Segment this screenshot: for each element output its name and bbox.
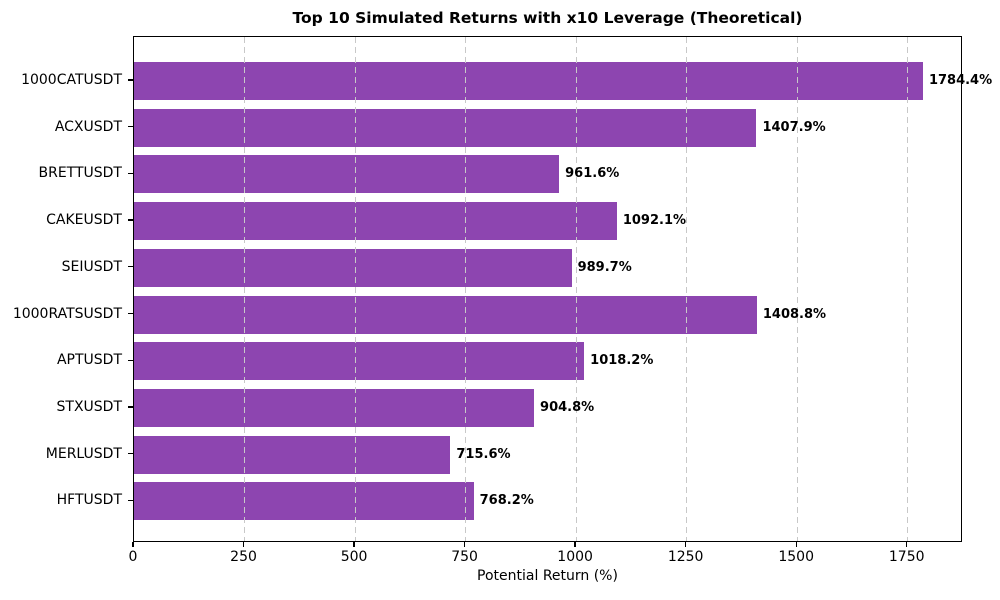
y-tick-label-cakeusdt: CAKEUSDT bbox=[46, 212, 122, 229]
gridline-750 bbox=[465, 37, 467, 541]
x-tick-mark bbox=[463, 542, 466, 547]
x-tick-mark bbox=[906, 542, 908, 547]
y-tick-label-1000catusdt: 1000CATUSDT bbox=[21, 72, 122, 88]
x-tick-label-1250: 1250 bbox=[667, 549, 704, 565]
bar-value-label: 904.8% bbox=[540, 399, 595, 415]
bar-stxusdt bbox=[134, 388, 535, 427]
y-axis: 1000CATUSDT ACXUSDT BRETTUSDT CAKEUSDT SEIUS… bbox=[0, 36, 133, 542]
y-tick-mark bbox=[128, 266, 133, 268]
bar-merlusdt bbox=[134, 435, 451, 474]
y-tick-label-seiusdt: SEIUSDT bbox=[61, 258, 122, 275]
y-tick-mark bbox=[128, 452, 133, 455]
x-tick-label-250: 250 bbox=[230, 549, 257, 565]
y-tick-mark bbox=[128, 359, 133, 361]
x-tick-label-500: 500 bbox=[340, 549, 368, 565]
gridline-1750 bbox=[907, 37, 909, 541]
bar-value-label: 989.7% bbox=[577, 259, 632, 275]
y-tick-mark bbox=[128, 406, 133, 408]
x-tick-mark bbox=[132, 542, 134, 547]
x-tick-mark bbox=[353, 542, 355, 547]
bar-seiusdt bbox=[134, 248, 572, 287]
bar-1000catusdt bbox=[134, 62, 923, 100]
y-tick-label-stxusdt: STXUSDT bbox=[56, 398, 123, 415]
x-tick-label-1750: 1750 bbox=[888, 549, 925, 565]
bar-value-label: 1092.1% bbox=[622, 213, 687, 229]
y-tick-mark bbox=[128, 126, 133, 128]
y-tick-mark bbox=[128, 219, 133, 221]
y-tick-label-hftusdt: HFTUSDT bbox=[56, 492, 122, 509]
bar-acxusdt bbox=[134, 108, 757, 147]
bar-cakeusdt bbox=[134, 202, 617, 241]
plot-area: 1784.4% 1407.9% 961.6% 1092.1% 989.7% 1408.8%… bbox=[133, 36, 992, 542]
gridline-1500 bbox=[796, 37, 798, 541]
x-tick-mark bbox=[685, 542, 687, 547]
x-axis-label: Potential Return (%) bbox=[477, 568, 618, 584]
gridline-250 bbox=[244, 37, 246, 541]
bar-1000ratsusdt bbox=[134, 295, 757, 334]
y-tick-label-brettusdt: BRETTUSDT bbox=[38, 165, 122, 182]
y-tick-label-merlusdt: MERLUSDT bbox=[45, 445, 122, 462]
bar-value-label: 1407.9% bbox=[762, 119, 826, 135]
y-tick-mark bbox=[128, 172, 133, 175]
y-tick-mark bbox=[128, 499, 133, 501]
bar-value-label: 1018.2% bbox=[590, 353, 654, 369]
bar-value-label: 715.6% bbox=[456, 446, 511, 462]
gridline-1000 bbox=[575, 37, 577, 541]
x-tick-mark bbox=[574, 542, 576, 547]
x-tick-mark bbox=[795, 542, 797, 547]
bar-value-label: 768.2% bbox=[479, 493, 534, 509]
chart-title: Top 10 Simulated Returns with x10 Levera… bbox=[292, 9, 803, 27]
bar-aptusdt bbox=[134, 342, 585, 381]
x-tick-label-1000: 1000 bbox=[557, 549, 593, 565]
x-tick-label-0: 0 bbox=[128, 549, 138, 565]
gridline-500 bbox=[354, 37, 356, 541]
x-axis: 0 250 500 750 1000 1250 1500 1750 bbox=[129, 542, 962, 576]
x-tick-label-1500: 1500 bbox=[778, 549, 814, 565]
bar-brettusdt bbox=[134, 155, 560, 194]
bar-value-label: 961.6% bbox=[565, 166, 620, 182]
x-tick-mark bbox=[242, 542, 245, 547]
y-tick-label-1000ratsusdt: 1000RATSUSDT bbox=[12, 305, 122, 322]
x-tick-label-750: 750 bbox=[451, 549, 478, 565]
y-tick-label-aptusdt: APTUSDT bbox=[56, 352, 122, 369]
y-tick-mark bbox=[128, 312, 133, 315]
bar-value-label: 1408.8% bbox=[762, 306, 827, 322]
gridline-1250 bbox=[686, 37, 688, 541]
bar-value-label: 1784.4% bbox=[928, 73, 993, 88]
y-tick-mark bbox=[128, 79, 133, 81]
bar-hftusdt bbox=[134, 482, 474, 521]
y-tick-label-acxusdt: ACXUSDT bbox=[54, 118, 122, 135]
